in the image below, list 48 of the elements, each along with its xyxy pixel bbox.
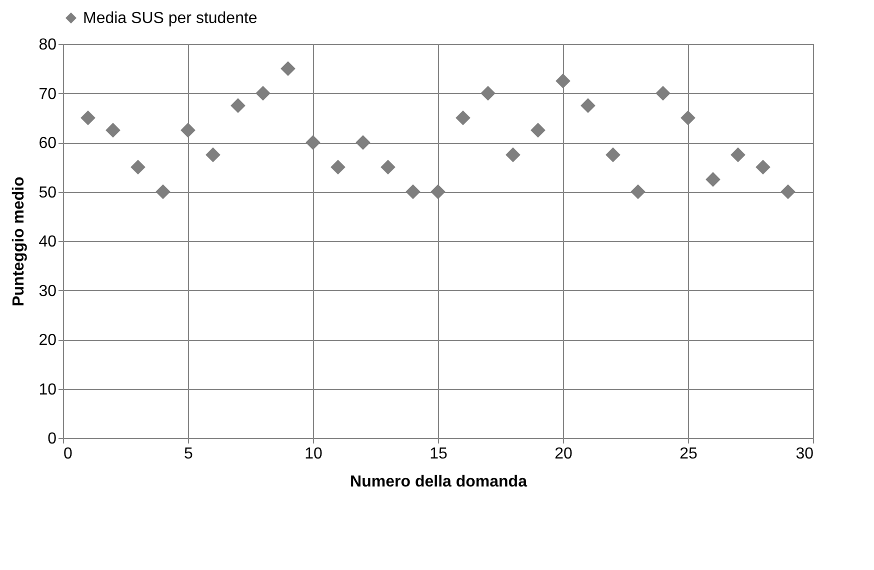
point [730,147,746,162]
point [706,172,720,187]
point [680,110,696,126]
point [756,160,770,175]
y-tick-label: 10 [38,381,57,398]
point [530,122,546,138]
y-axis-title: Punteggio medio [10,176,28,306]
point [130,160,146,175]
x-tick-label: 10 [304,446,322,462]
point [356,135,370,150]
point [506,147,520,162]
point [256,86,270,101]
point [580,98,596,113]
point [606,147,620,162]
point [456,110,470,126]
x-tick-label: 20 [554,446,572,462]
point [556,74,570,88]
point [230,98,246,113]
point [480,86,496,101]
point [780,184,796,200]
x-axis-title: Numero della domanda [350,474,528,490]
point [106,122,120,138]
y-tick-label: 30 [38,282,57,300]
point [656,86,670,101]
y-tick-label: 70 [38,86,57,103]
point [206,147,220,162]
point [280,61,296,76]
point [156,184,170,200]
point [330,160,346,175]
point [180,122,196,138]
y-tick-label: 80 [38,36,57,54]
y-tick-label: 0 [48,430,57,448]
x-tick-label: 30 [796,446,814,462]
point [306,135,320,150]
y-tick-label: 50 [38,184,57,202]
x-tick-label: 0 [64,446,72,462]
x-tick-label: 15 [430,446,448,462]
point [406,184,420,200]
point [80,110,96,126]
y-tick-label: 40 [38,234,57,250]
legend-label: Media SUS per studente [83,10,258,27]
point [630,184,646,200]
point [380,160,396,175]
x-tick-label: 25 [680,446,698,462]
y-tick-label: 60 [38,135,57,152]
point [430,184,446,200]
y-tick-label: 20 [38,332,57,349]
x-tick-label: 5 [184,446,194,462]
